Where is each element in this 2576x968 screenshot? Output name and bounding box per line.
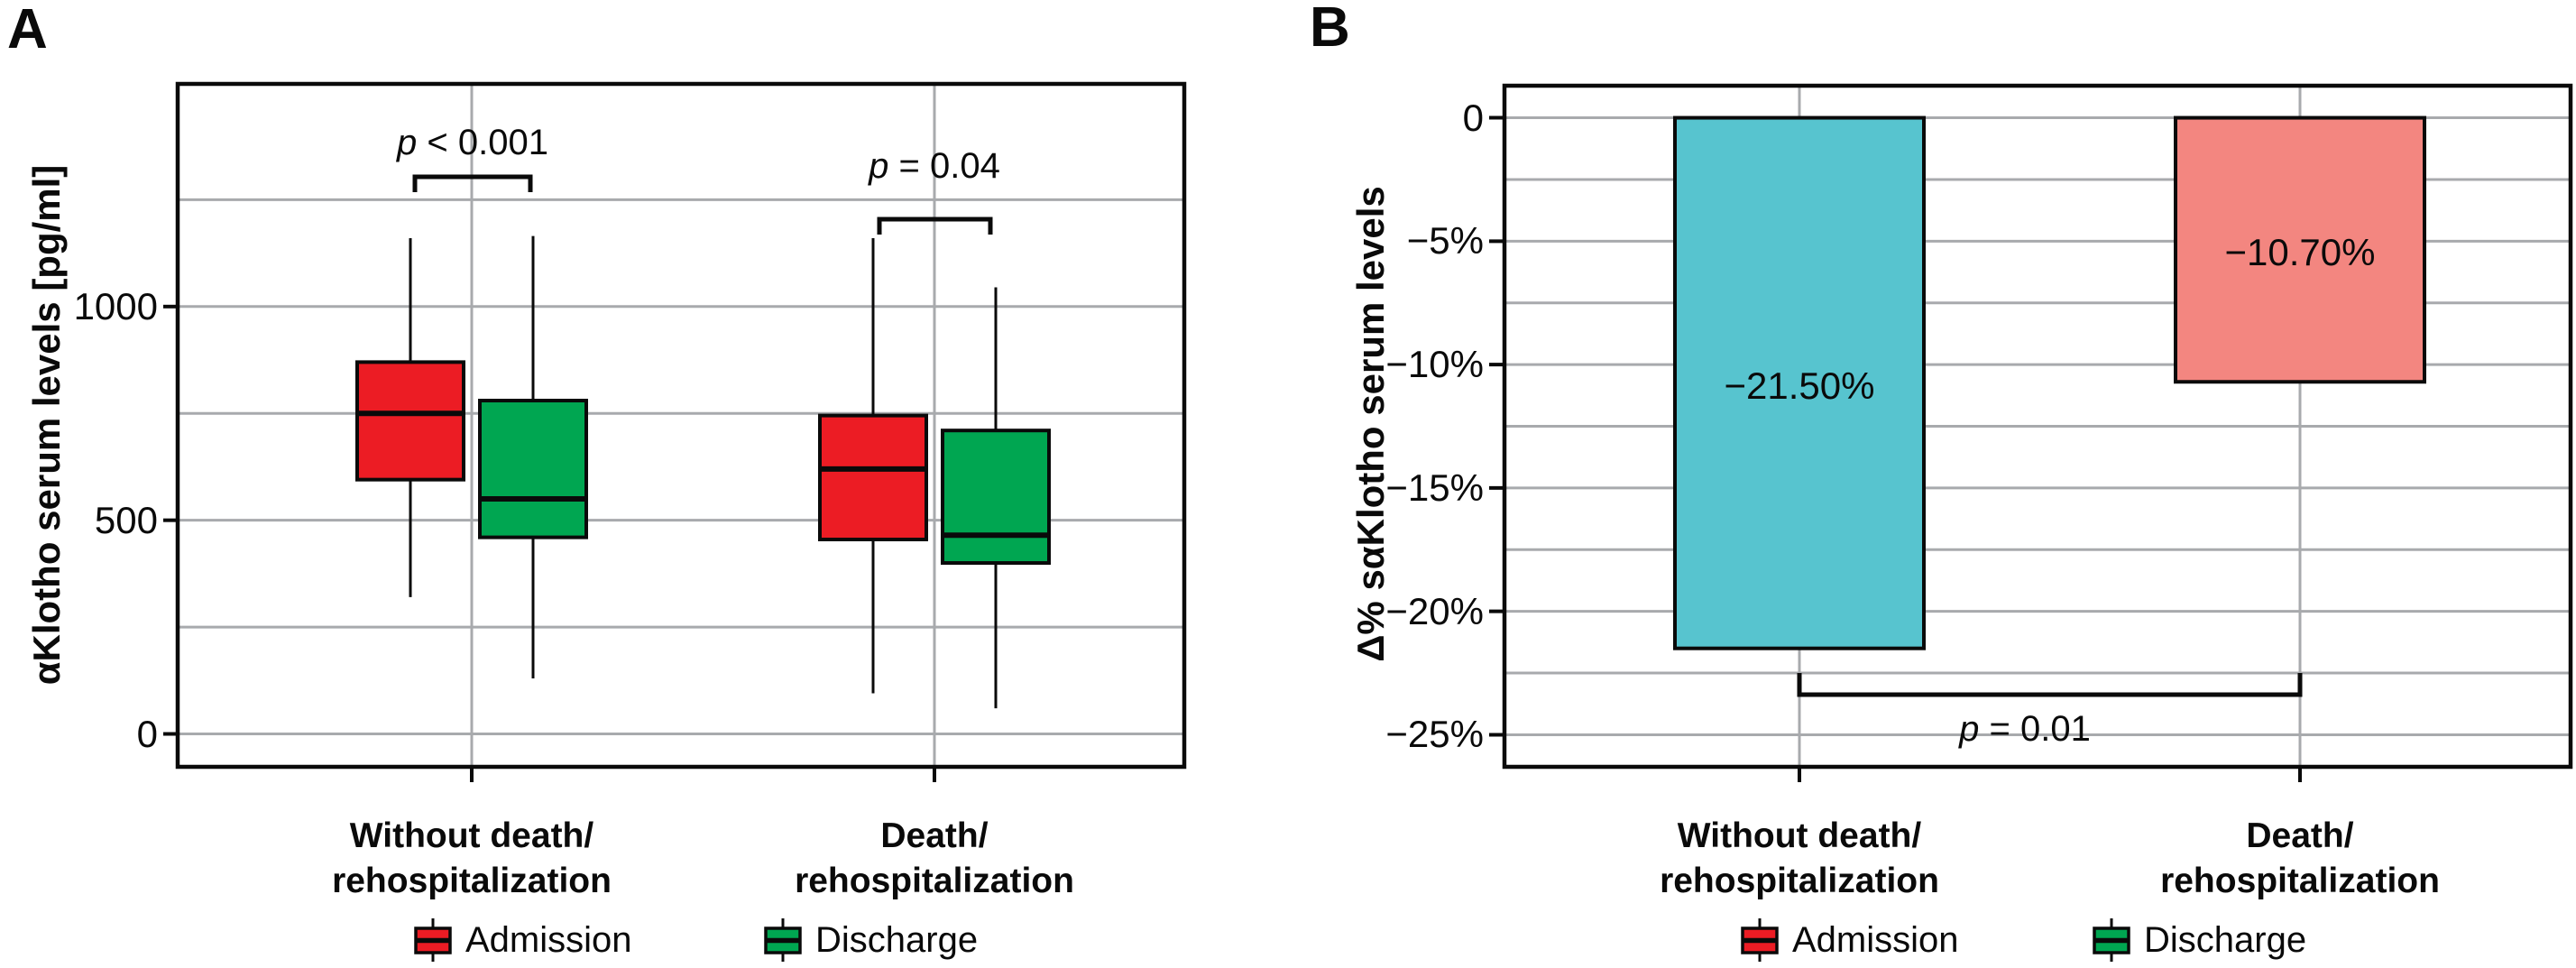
category-line1: Without death/ [1677,816,1922,855]
p-symbol: p [869,146,889,186]
category-line1: Without death/ [349,816,594,855]
panel-b-ytick-−15%: −15% [1385,466,1484,509]
panel-b-plot-border [1502,83,2573,770]
box-discharge-group2 [941,429,1051,566]
panel-b-ytick-0: 0 [1462,96,1484,139]
panel-a-ytick-500: 500 [94,498,158,541]
box-discharge-group1 [478,399,588,539]
panel-b-category-death: Death/ rehospitalization [2160,814,2440,904]
panel-b-pvalue: p = 0.01 [1845,709,2205,749]
panel-b-ytick-−10%: −10% [1385,343,1484,386]
pvalue-bracket-group2 [877,217,993,235]
discharge-boxplot-icon [2093,918,2130,962]
category-line2: rehospitalization [2160,862,2440,900]
bar-value-label-death: −10.70% [2224,231,2376,273]
bar-death [2174,115,2426,384]
panel-a-legend-discharge-label: Discharge [815,920,979,960]
panel-b-category-without-death: Without death/ rehospitalization [1660,814,1939,904]
category-line2: rehospitalization [1660,862,1939,900]
panel-b-legend-discharge-label: Discharge [2144,920,2307,960]
panel-a-pvalue-group2: p = 0.04 [754,146,1115,186]
discharge-boxplot-icon [764,918,802,962]
panel-b-legend-admission-label: Admission [1792,920,1959,960]
admission-boxplot-icon [1741,918,1779,962]
panel-a-ytick-1000: 1000 [73,284,158,327]
panel-b-ytick-−5%: −5% [1406,219,1484,263]
box-admission-group2 [818,413,928,541]
panel-a-pvalue-group1: p < 0.001 [292,123,653,162]
category-line2: rehospitalization [795,862,1074,900]
p-value-text: = 0.01 [1979,709,2091,749]
panel-a-plot-border [175,81,1187,770]
panel-a-category-without-death: Without death/ rehospitalization [332,814,612,904]
p-value-text: = 0.04 [888,146,1000,186]
panel-a-legend-admission-label: Admission [465,920,632,960]
panel-a-letter: A [7,0,48,60]
bar-without-death [1673,115,1926,650]
category-line2: rehospitalization [332,862,612,900]
category-line1: Death/ [2246,816,2354,855]
panel-a-ytick-0: 0 [136,712,158,755]
p-value-text: < 0.001 [417,123,548,162]
box-admission-group1 [355,360,465,482]
bar-value-label-without-death: −21.50% [1724,364,1875,407]
admission-boxplot-icon [414,918,452,962]
pvalue-bracket-bars [1797,673,2303,697]
pvalue-bracket-group1 [412,174,533,192]
panel-a-y-axis-title: αKlotho serum levels [pg/ml] [25,164,68,686]
panel-b-letter: B [1310,0,1350,59]
p-symbol: p [397,123,418,162]
category-line1: Death/ [880,816,989,855]
panel-a-category-death: Death/ rehospitalization [795,814,1074,904]
panel-b-ytick-−20%: −20% [1385,589,1484,632]
p-symbol: p [1959,709,1980,749]
panel-b-ytick-−25%: −25% [1385,713,1484,756]
